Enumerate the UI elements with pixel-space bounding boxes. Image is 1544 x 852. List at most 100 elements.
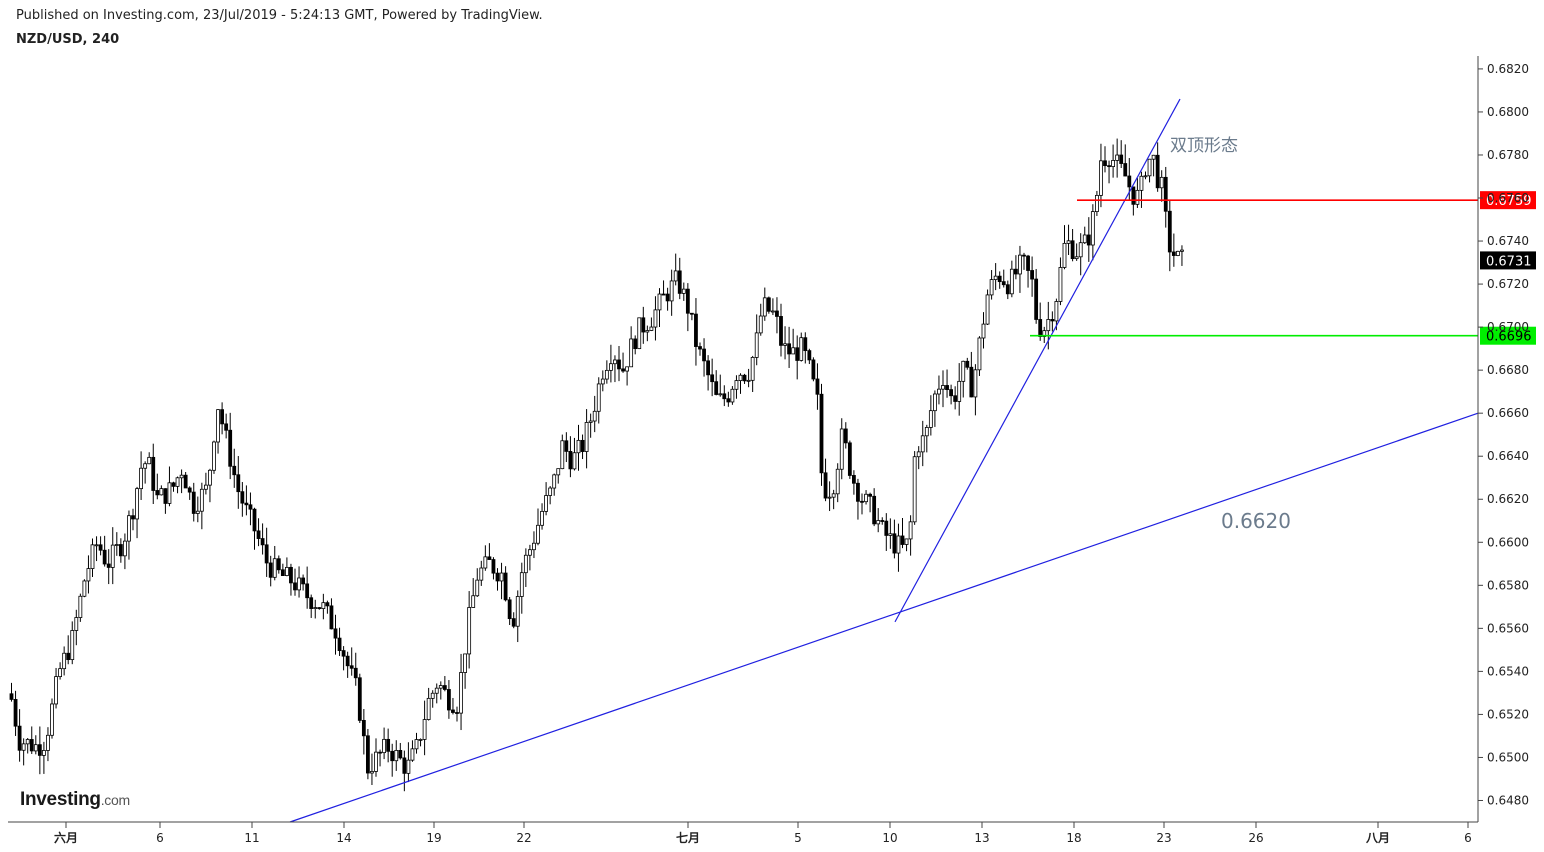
candle-up bbox=[1176, 250, 1180, 256]
candle-up bbox=[50, 703, 54, 736]
candle-up bbox=[888, 533, 893, 536]
candle-down bbox=[325, 602, 330, 607]
candle-up bbox=[1046, 319, 1051, 332]
candle-up bbox=[86, 568, 91, 582]
candle-up bbox=[434, 687, 439, 694]
candle-up bbox=[175, 477, 180, 487]
candle-down bbox=[1005, 284, 1010, 295]
candle-down bbox=[353, 667, 358, 679]
candle-down bbox=[240, 491, 245, 504]
candle-down bbox=[722, 393, 727, 400]
candle-up bbox=[762, 297, 767, 317]
candle-up bbox=[297, 577, 301, 591]
candle-up bbox=[588, 420, 593, 423]
candle-up bbox=[1090, 211, 1095, 246]
candle-up bbox=[1078, 242, 1083, 258]
candle-up bbox=[382, 738, 387, 754]
candles-layer bbox=[9, 138, 1184, 792]
publish-info: Published on Investing.com, 23/Jul/2019 … bbox=[16, 8, 543, 23]
y-tick-label: 0.6820 bbox=[1487, 62, 1529, 76]
candle-down bbox=[507, 599, 512, 620]
x-tick-label: 19 bbox=[426, 831, 441, 845]
candle-down bbox=[232, 465, 237, 476]
candle-down bbox=[151, 456, 156, 491]
long-term-trendline bbox=[289, 412, 1479, 823]
candle-up bbox=[750, 357, 755, 381]
candle-down bbox=[256, 530, 261, 539]
candle-down bbox=[349, 665, 354, 669]
candle-up bbox=[159, 488, 164, 496]
candle-up bbox=[876, 520, 881, 525]
candle-down bbox=[766, 297, 771, 312]
candle-down bbox=[1103, 160, 1107, 167]
candle-up bbox=[21, 743, 26, 751]
candle-down bbox=[868, 493, 872, 497]
candle-up bbox=[835, 468, 840, 495]
candle-down bbox=[451, 709, 455, 713]
x-tick-label: 八月 bbox=[1365, 831, 1390, 845]
candle-up bbox=[1159, 176, 1164, 189]
candle-down bbox=[852, 475, 856, 484]
candle-down bbox=[900, 535, 905, 545]
candle-up bbox=[414, 739, 419, 750]
candle-up bbox=[560, 440, 565, 470]
candle-up bbox=[1151, 154, 1156, 160]
candle-down bbox=[564, 440, 569, 452]
x-tick-label: 5 bbox=[794, 831, 802, 845]
candle-up bbox=[961, 360, 966, 382]
candle-up bbox=[746, 379, 751, 382]
y-tick-label: 0.6600 bbox=[1487, 535, 1529, 549]
candle-up bbox=[540, 510, 544, 526]
candle-up bbox=[114, 544, 119, 546]
candle-up bbox=[904, 538, 909, 545]
candle-up bbox=[94, 544, 99, 547]
candle-up bbox=[422, 719, 427, 740]
candle-down bbox=[455, 712, 459, 714]
logo-main: Investing bbox=[20, 789, 101, 810]
candle-down bbox=[305, 583, 310, 599]
candle-down bbox=[37, 744, 42, 756]
candle-up bbox=[479, 567, 484, 581]
candle-up bbox=[62, 652, 67, 670]
candle-up bbox=[791, 347, 796, 355]
candle-down bbox=[1167, 210, 1172, 253]
candle-up bbox=[438, 685, 443, 689]
candle-up bbox=[754, 332, 759, 358]
candle-up bbox=[143, 463, 148, 469]
candle-up bbox=[418, 739, 423, 741]
candle-down bbox=[953, 395, 958, 402]
candle-down bbox=[446, 689, 451, 711]
candle-up bbox=[896, 535, 901, 554]
candle-up bbox=[649, 326, 654, 331]
y-tick-label: 0.6660 bbox=[1487, 406, 1529, 420]
candle-up bbox=[25, 739, 30, 745]
candle-down bbox=[118, 544, 123, 557]
y-tick-label: 0.6620 bbox=[1487, 492, 1529, 506]
candle-up bbox=[839, 428, 844, 470]
candle-up bbox=[941, 385, 945, 390]
candle-down bbox=[402, 757, 407, 774]
candle-down bbox=[9, 693, 14, 700]
x-tick-label: 11 bbox=[244, 831, 259, 845]
candle-up bbox=[212, 441, 216, 471]
candle-up bbox=[653, 309, 658, 328]
candle-up bbox=[1062, 242, 1067, 268]
candle-up bbox=[528, 549, 532, 556]
candle-up bbox=[738, 374, 743, 382]
candle-down bbox=[884, 520, 889, 536]
candle-up bbox=[475, 579, 480, 597]
candle-down bbox=[580, 439, 585, 452]
candle-up bbox=[981, 323, 986, 339]
candle-up bbox=[54, 676, 58, 705]
candle-down bbox=[803, 337, 808, 352]
candle-down bbox=[617, 359, 621, 370]
candle-up bbox=[532, 542, 536, 551]
candle-up bbox=[924, 427, 929, 437]
candle-up bbox=[110, 544, 115, 568]
candle-down bbox=[1119, 154, 1124, 164]
investing-logo: Investing.com bbox=[20, 789, 130, 811]
candle-down bbox=[345, 655, 350, 667]
candle-down bbox=[378, 751, 382, 754]
candle-up bbox=[592, 410, 597, 422]
